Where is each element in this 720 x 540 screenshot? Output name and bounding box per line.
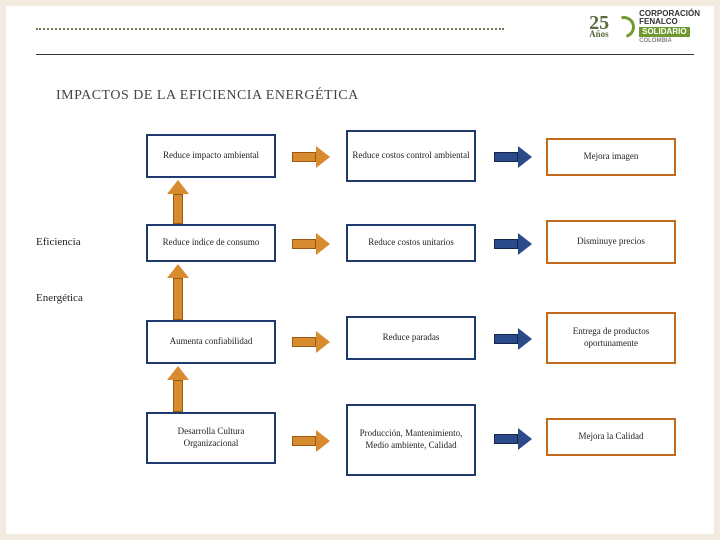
arrow-up-r3-to-r2 xyxy=(167,264,189,320)
arrow-r2-c1-c2 xyxy=(292,233,330,255)
logo-swoosh-icon xyxy=(609,12,639,42)
box-r1-c1: Reduce impacto ambiental xyxy=(146,134,276,178)
box-r1-c2: Reduce costos control ambiental xyxy=(346,130,476,182)
box-r3-c2: Reduce paradas xyxy=(346,316,476,360)
arrow-up-r4-to-r3 xyxy=(167,366,189,412)
box-r3-c3: Entrega de productos oportunamente xyxy=(546,312,676,364)
arrow-r1-c1-c2 xyxy=(292,146,330,168)
logo-years-label: Años xyxy=(589,31,609,38)
decor-dotted-line xyxy=(36,28,504,30)
diagram-canvas: Reduce impacto ambiental Reduce costos c… xyxy=(16,116,704,524)
arrow-r3-c1-c2 xyxy=(292,331,330,353)
arrow-up-r2-to-r1 xyxy=(167,180,189,224)
page-title: IMPACTOS DE LA EFICIENCIA ENERGÉTICA xyxy=(56,88,359,104)
arrow-r3-c2-c3 xyxy=(494,328,532,350)
side-label-bottom: Energética xyxy=(36,292,83,304)
arrow-r4-c2-c3 xyxy=(494,428,532,450)
box-r4-c2: Producción, Mantenimiento, Medio ambient… xyxy=(346,404,476,476)
logo-line2: FENALCO xyxy=(639,17,678,26)
box-r2-c1: Reduce índice de consumo xyxy=(146,224,276,262)
side-label-top: Eficiencia xyxy=(36,236,81,248)
logo-years: 25 Años xyxy=(589,15,609,38)
box-r2-c2: Reduce costos unitarios xyxy=(346,224,476,262)
logo-text: CORPORACIÓN FENALCO SOLIDARIO COLOMBIA xyxy=(639,10,700,44)
box-r2-c3: Disminuye precios xyxy=(546,220,676,264)
logo-line3: SOLIDARIO xyxy=(639,27,689,37)
logo: 25 Años CORPORACIÓN FENALCO SOLIDARIO CO… xyxy=(589,10,700,44)
box-r4-c1: Desarrolla Cultura Organizacional xyxy=(146,412,276,464)
box-r4-c3: Mejora la Calidad xyxy=(546,418,676,456)
arrow-r1-c2-c3 xyxy=(494,146,532,168)
arrow-r2-c2-c3 xyxy=(494,233,532,255)
arrow-r4-c1-c2 xyxy=(292,430,330,452)
box-r1-c3: Mejora imagen xyxy=(546,138,676,176)
decor-horizontal-rule xyxy=(36,54,694,55)
box-r3-c1: Aumenta confiabilidad xyxy=(146,320,276,364)
logo-country: COLOMBIA xyxy=(639,38,700,44)
